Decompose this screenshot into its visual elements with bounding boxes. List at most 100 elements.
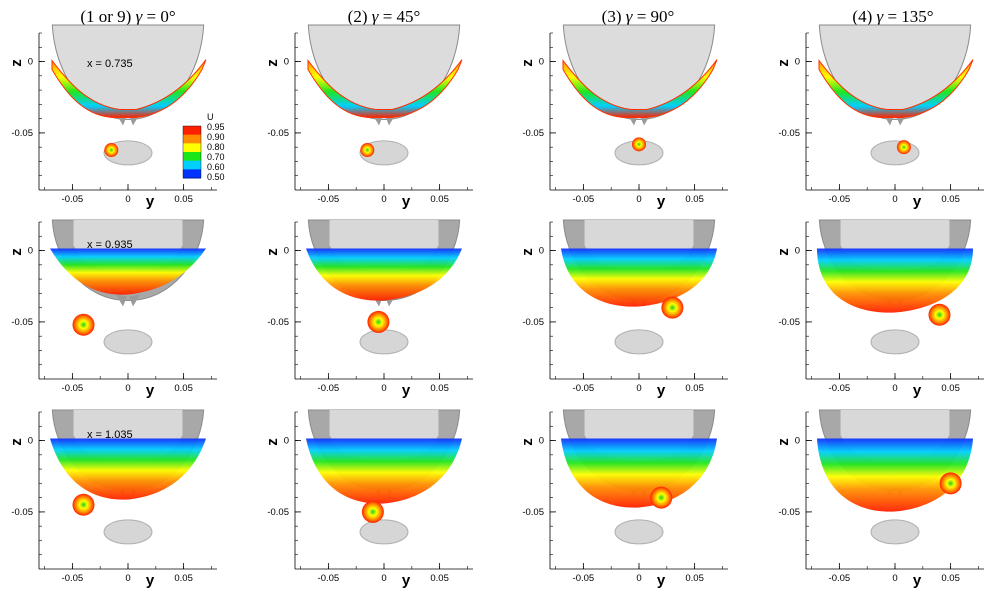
sonar-dome: [103, 329, 153, 355]
x-tick-label: 0: [892, 194, 897, 205]
wake-contour: [306, 248, 462, 301]
x-tick-label: 0: [892, 383, 897, 394]
x-axis-name: y: [913, 193, 922, 210]
panel-r3-c1: -0.05 0 0.05 0 -0.05 y z x = 1.035: [8, 409, 217, 589]
sonar-dome: [614, 519, 664, 545]
colorbar-swatch: [183, 134, 201, 144]
y-tick-label: 0: [284, 436, 289, 447]
x-tick-label: 0.05: [430, 573, 449, 584]
y-tick-label: -0.05: [522, 507, 544, 518]
x-tick-label: 0: [125, 194, 130, 205]
x-tick-label: 0: [381, 194, 386, 205]
colorbar-level: 0.50: [207, 172, 225, 182]
column-title-1: (1 or 9) γ = 0°: [80, 7, 175, 26]
y-tick-label: 0: [795, 246, 800, 257]
x-tick-label: 0.05: [174, 573, 193, 584]
x-axis-name: y: [913, 382, 922, 399]
x-tick-label: -0.05: [573, 194, 595, 205]
vortex-core: [360, 143, 375, 158]
wake-contour: [562, 59, 718, 119]
y-axis-name: z: [775, 59, 792, 67]
x-tick-label: 0.05: [685, 194, 704, 205]
panel-r3-c2: -0.05 0 0.05 0 -0.05 y z: [264, 409, 473, 589]
column-title-3: (3) γ = 90°: [602, 7, 675, 26]
x-tick-label: 0.05: [941, 383, 960, 394]
x-tick-label: -0.05: [829, 573, 851, 584]
y-axis-name: z: [264, 438, 281, 446]
sonar-dome: [614, 329, 664, 355]
column-title-prefix: (3): [602, 7, 626, 26]
wake-contour: [561, 248, 717, 307]
y-tick-label: 0: [28, 436, 33, 447]
x-tick-label: 0.05: [685, 383, 704, 394]
column-title-2: (2) γ = 45°: [348, 7, 421, 26]
sonar-dome: [870, 329, 920, 355]
vortex-core: [72, 493, 95, 516]
y-axis-name: z: [8, 438, 25, 446]
x-tick-label: 0.05: [174, 194, 193, 205]
hull-shape: [818, 24, 972, 121]
wake-contour: [817, 438, 973, 512]
vortex-core: [361, 500, 384, 523]
x-tick-label: -0.05: [62, 194, 84, 205]
gamma-value: = 0°: [142, 7, 175, 26]
gamma-symbol: γ: [626, 7, 634, 26]
y-tick-label: -0.05: [522, 317, 544, 328]
wake-contour: [817, 248, 973, 313]
colorbar-level: 0.70: [207, 152, 225, 162]
sonar-dome: [870, 519, 920, 545]
panel-r1-c1: -0.05 0 0.05 0 -0.05 y z x = 0.735: [8, 24, 217, 210]
x-tick-label: 0.05: [685, 573, 704, 584]
gamma-symbol: γ: [136, 7, 144, 26]
column-titles: (1 or 9) γ = 0° (2) γ = 45° (3) γ = 90° (4)…: [80, 7, 933, 26]
x-tick-label: 0: [125, 383, 130, 394]
x-axis-name: y: [402, 193, 411, 210]
gamma-symbol: γ: [372, 7, 380, 26]
x-station-label: x = 0.735: [87, 58, 133, 70]
column-title-4: (4) γ = 135°: [852, 7, 933, 26]
x-tick-label: 0.05: [941, 194, 960, 205]
sonar-dome: [103, 519, 153, 545]
x-tick-label: 0.05: [941, 573, 960, 584]
y-tick-label: -0.05: [11, 317, 33, 328]
wake-contour: [818, 59, 974, 119]
vortex-core: [661, 296, 684, 319]
sonar-dome: [870, 140, 920, 166]
colorbar-level: 0.90: [207, 132, 225, 142]
colorbar-title: U: [207, 112, 214, 122]
x-tick-label: 0.05: [430, 194, 449, 205]
panel-r2-c3: -0.05 0 0.05 0 -0.05 y z: [519, 219, 728, 399]
colorbar-swatch: [183, 169, 201, 179]
panel-r2-c2: -0.05 0 0.05 0 -0.05 y z: [264, 219, 473, 399]
sonar-dome: [359, 329, 409, 355]
y-tick-label: 0: [795, 57, 800, 68]
panel-r2-c1: -0.05 0 0.05 0 -0.05 y z x = 0.935: [8, 219, 217, 399]
x-tick-label: -0.05: [62, 383, 84, 394]
x-tick-label: 0: [381, 573, 386, 584]
y-tick-label: 0: [539, 246, 544, 257]
vortex-core: [939, 472, 962, 495]
x-tick-label: -0.05: [829, 194, 851, 205]
y-axis-name: z: [519, 59, 536, 67]
x-axis-name: y: [913, 572, 922, 589]
x-tick-label: -0.05: [62, 573, 84, 584]
vortex-core: [650, 486, 673, 509]
x-axis-name: y: [402, 382, 411, 399]
x-tick-label: 0: [381, 383, 386, 394]
vortex-core: [632, 137, 646, 152]
hull-shape: [562, 24, 716, 121]
gamma-value: = 45°: [378, 7, 420, 26]
hull-shape: [307, 24, 461, 121]
appendage-left: [116, 294, 127, 307]
colorbar-swatch: [183, 160, 201, 170]
x-tick-label: 0.05: [174, 383, 193, 394]
x-axis-name: y: [657, 193, 666, 210]
x-tick-label: 0: [636, 383, 641, 394]
x-axis-name: y: [657, 572, 666, 589]
y-tick-label: -0.05: [11, 507, 33, 518]
x-station-label: x = 0.935: [87, 239, 133, 251]
y-tick-label: -0.05: [778, 317, 800, 328]
y-axis-name: z: [8, 248, 25, 256]
y-tick-label: 0: [28, 246, 33, 257]
